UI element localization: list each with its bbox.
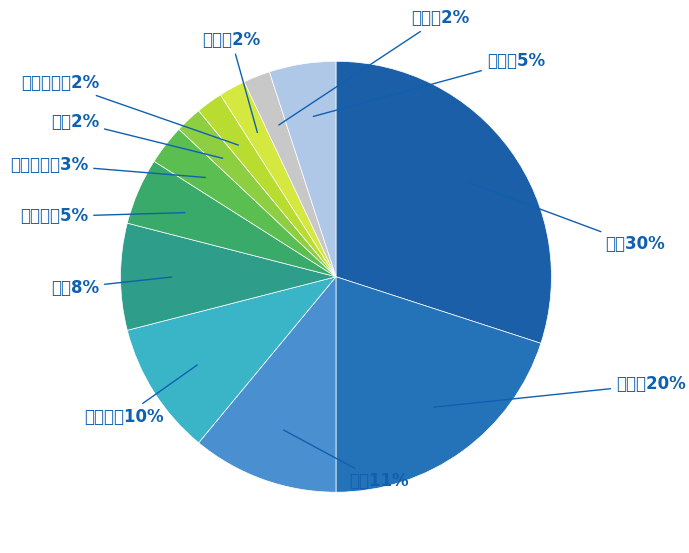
Text: イスラエル2%: イスラエル2%	[21, 74, 238, 145]
Text: インド20%: インド20%	[433, 375, 686, 407]
Text: その他5%: その他5%	[313, 53, 545, 117]
Text: スイス2%: スイス2%	[279, 9, 470, 125]
Wedge shape	[121, 223, 336, 330]
Text: 中国11%: 中国11%	[284, 430, 409, 491]
Text: イタリア5%: イタリア5%	[20, 207, 185, 226]
Text: ドイツ2%: ドイツ2%	[203, 31, 260, 133]
Wedge shape	[198, 95, 336, 276]
Text: 台湾2%: 台湾2%	[51, 113, 223, 158]
Wedge shape	[127, 161, 336, 276]
Text: スペイン10%: スペイン10%	[84, 365, 197, 426]
Text: クロアチア3%: クロアチア3%	[10, 156, 205, 178]
Text: 日本30%: 日本30%	[469, 182, 665, 253]
Wedge shape	[198, 276, 336, 492]
Wedge shape	[127, 276, 336, 443]
Wedge shape	[269, 61, 336, 276]
Wedge shape	[336, 61, 551, 343]
Wedge shape	[179, 111, 336, 276]
Wedge shape	[220, 82, 336, 276]
Wedge shape	[154, 129, 336, 276]
Text: 韓国8%: 韓国8%	[51, 277, 172, 296]
Wedge shape	[244, 72, 336, 276]
Wedge shape	[336, 276, 541, 492]
